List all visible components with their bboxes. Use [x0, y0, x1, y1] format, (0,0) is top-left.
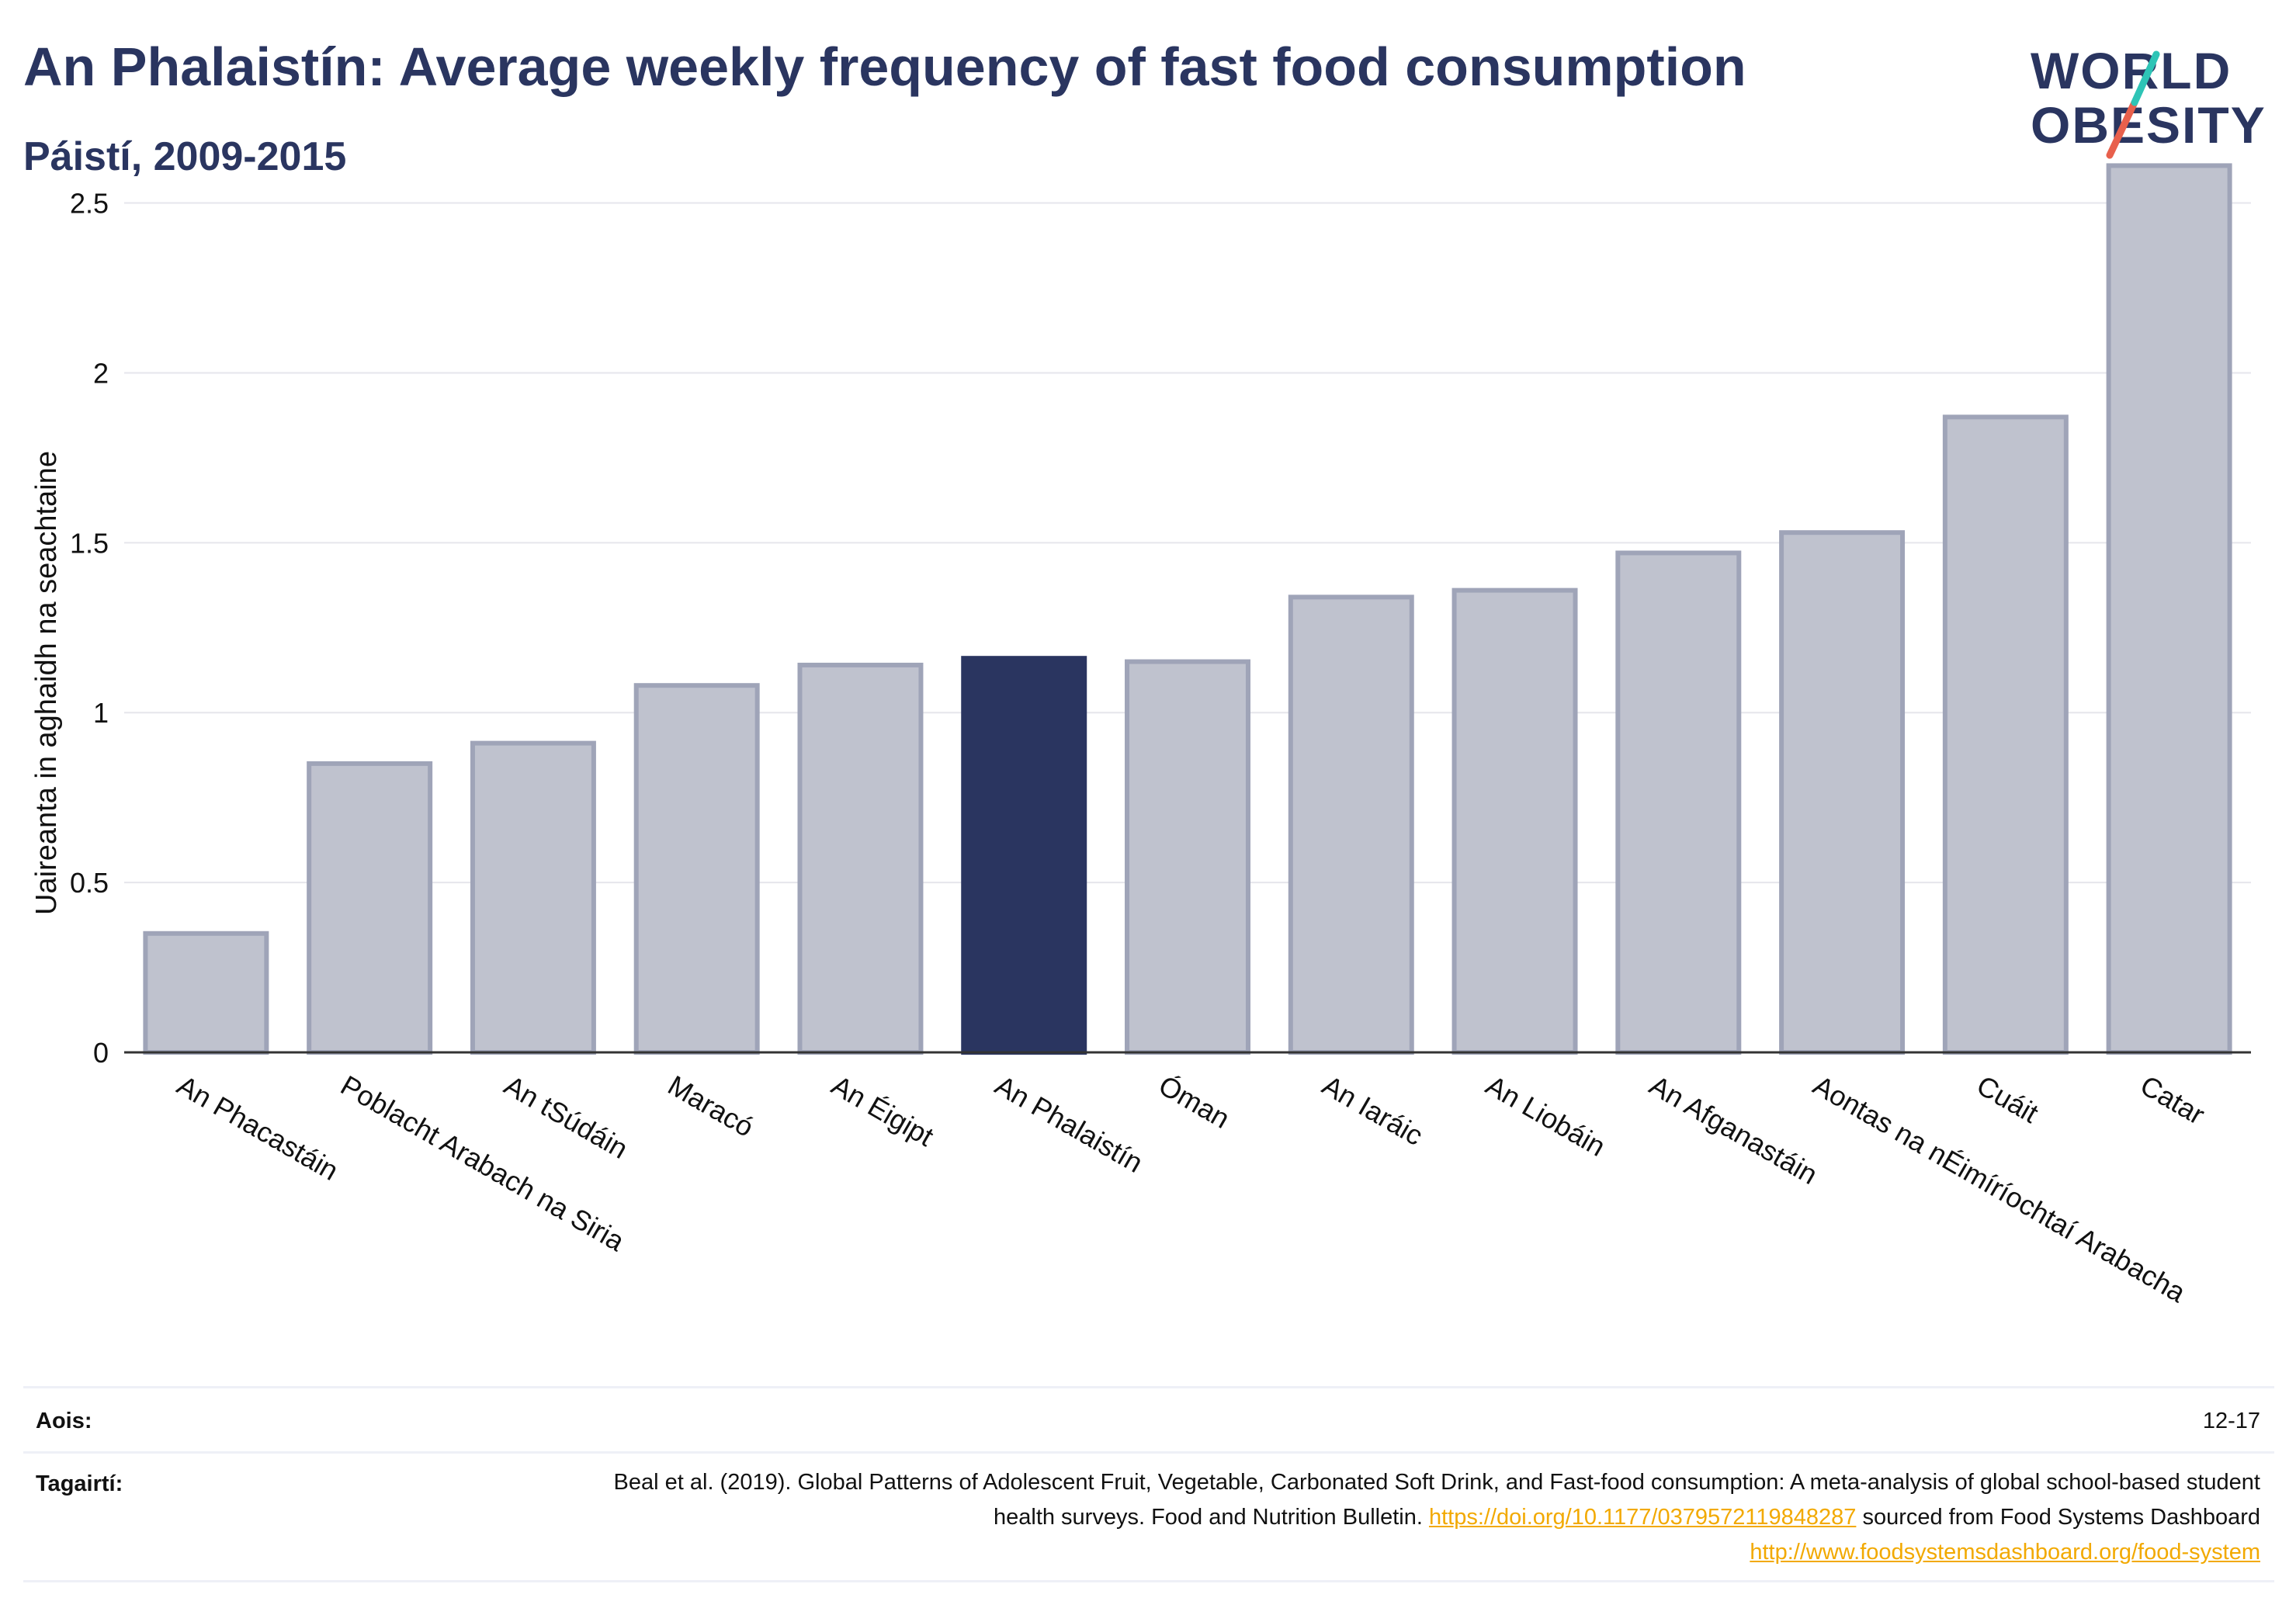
logo-word-1: WORLD	[2031, 42, 2232, 99]
bar-8	[1451, 587, 1578, 1055]
bar-4	[797, 662, 924, 1055]
x-tick-label: Óman	[1153, 1069, 1235, 1135]
chart-subtitle: Páistí, 2009-2015	[23, 134, 347, 179]
reference-citation: Beal et al. (2019). Global Patterns of A…	[613, 1470, 2260, 1530]
bar-10	[1779, 530, 1906, 1055]
x-tick-label: An Phalaistín	[990, 1069, 1148, 1179]
x-tick-label: An Éigipt	[826, 1069, 938, 1152]
reference-source: sourced from Food Systems Dashboard	[1862, 1505, 2260, 1530]
x-tick-label: Maracó	[663, 1069, 759, 1143]
bars	[143, 163, 2232, 1055]
bar-3	[633, 683, 760, 1055]
bar-7	[1288, 594, 1414, 1055]
x-tick-label: Poblacht Arabach na Siria	[335, 1069, 630, 1257]
x-tick-label: An Phacastáin	[172, 1069, 344, 1187]
x-tick-label: An Afganastáin	[1644, 1069, 1823, 1191]
dashboard-link[interactable]: http://www.foodsystemsdashboard.org/food…	[1750, 1540, 2260, 1565]
world-obesity-logo: WORLD OBESITY	[2018, 31, 2282, 171]
bar-1	[307, 761, 433, 1055]
footer-divider-mid	[23, 1451, 2274, 1454]
x-tick-label: An tSúdáin	[499, 1069, 633, 1165]
age-label: Aois:	[36, 1409, 92, 1433]
logo-word-2: OBESITY	[2031, 96, 2267, 154]
logo-slash-icon	[2106, 50, 2160, 159]
age-value: 12-17	[2202, 1409, 2260, 1433]
y-tick-label: 2.5	[70, 188, 109, 220]
bar-0	[143, 931, 269, 1055]
bar-5	[961, 656, 1087, 1055]
y-tick-label: 0	[93, 1037, 109, 1069]
chart-title: An Phalaistín: Average weekly frequency …	[23, 36, 1746, 97]
bar-2	[470, 740, 596, 1055]
y-tick-label: 0.5	[70, 867, 109, 899]
bar-12	[2106, 163, 2232, 1055]
y-tick-label: 1.5	[70, 527, 109, 559]
x-tick-label: An Iaráic	[1317, 1069, 1429, 1152]
y-axis-label: Uaireanta in aghaidh na seachtaine	[30, 451, 63, 915]
references-text: Beal et al. (2019). Global Patterns of A…	[591, 1465, 2260, 1570]
y-tick-label: 1	[93, 697, 109, 729]
x-tick-label: Cuáit	[1972, 1069, 2044, 1129]
footer-divider-bottom	[23, 1580, 2274, 1582]
references-label: Tagairtí:	[36, 1471, 123, 1496]
footer-divider-top	[23, 1386, 2274, 1388]
bar-11	[1942, 414, 2069, 1055]
bar-6	[1125, 659, 1250, 1055]
x-tick-label: Catar	[2135, 1069, 2211, 1131]
y-tick-label: 2	[93, 357, 109, 389]
bar-9	[1615, 550, 1742, 1055]
y-tick-labels: 0 0.5 1 1.5 2 2.5	[70, 188, 109, 1069]
doi-link[interactable]: https://doi.org/10.1177/0379572119848287	[1428, 1505, 1857, 1530]
x-tick-label: An Liobáin	[1481, 1069, 1611, 1163]
